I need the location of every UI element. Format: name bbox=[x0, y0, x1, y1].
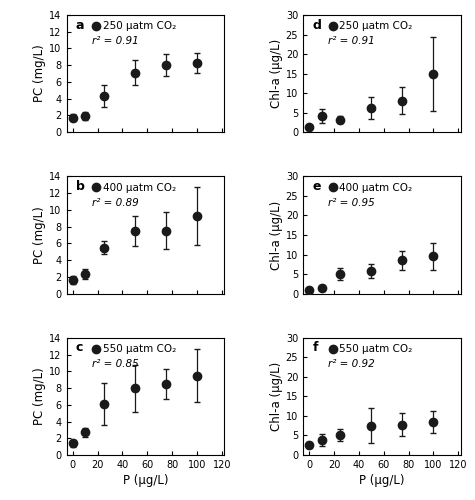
Text: d: d bbox=[313, 18, 322, 32]
Text: r² = 0.89: r² = 0.89 bbox=[92, 198, 139, 207]
Text: r² = 0.85: r² = 0.85 bbox=[92, 359, 139, 369]
Legend: 400 μatm CO₂: 400 μatm CO₂ bbox=[329, 182, 413, 194]
Legend: 400 μatm CO₂: 400 μatm CO₂ bbox=[92, 182, 177, 194]
Legend: 550 μatm CO₂: 550 μatm CO₂ bbox=[92, 343, 177, 355]
Y-axis label: Chl-a (μg/L): Chl-a (μg/L) bbox=[270, 200, 283, 270]
Y-axis label: Chl-a (μg/L): Chl-a (μg/L) bbox=[270, 39, 283, 108]
Text: c: c bbox=[76, 342, 83, 354]
Text: r² = 0.95: r² = 0.95 bbox=[328, 198, 375, 207]
Text: b: b bbox=[76, 180, 85, 193]
Text: r² = 0.92: r² = 0.92 bbox=[328, 359, 375, 369]
Text: e: e bbox=[313, 180, 321, 193]
Text: r² = 0.91: r² = 0.91 bbox=[92, 36, 139, 46]
Y-axis label: PC (mg/L): PC (mg/L) bbox=[33, 44, 47, 102]
Y-axis label: PC (mg/L): PC (mg/L) bbox=[33, 206, 47, 264]
Text: a: a bbox=[76, 18, 85, 32]
Text: f: f bbox=[313, 342, 318, 354]
X-axis label: P (μg/L): P (μg/L) bbox=[123, 474, 168, 487]
Text: r² = 0.91: r² = 0.91 bbox=[328, 36, 375, 46]
X-axis label: P (μg/L): P (μg/L) bbox=[359, 474, 405, 487]
Legend: 550 μatm CO₂: 550 μatm CO₂ bbox=[329, 343, 413, 355]
Legend: 250 μatm CO₂: 250 μatm CO₂ bbox=[92, 20, 177, 32]
Legend: 250 μatm CO₂: 250 μatm CO₂ bbox=[329, 20, 413, 32]
Y-axis label: PC (mg/L): PC (mg/L) bbox=[33, 368, 47, 426]
Y-axis label: Chl-a (μg/L): Chl-a (μg/L) bbox=[270, 362, 283, 431]
